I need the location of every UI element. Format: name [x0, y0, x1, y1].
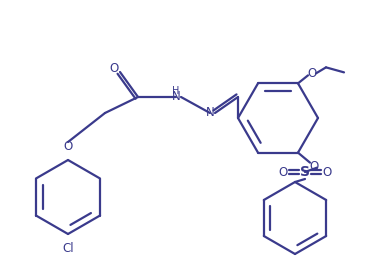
- Text: H: H: [172, 86, 180, 96]
- Text: O: O: [322, 166, 332, 178]
- Text: O: O: [307, 67, 317, 80]
- Text: N: N: [206, 106, 214, 120]
- Text: S: S: [300, 165, 310, 179]
- Text: N: N: [172, 91, 180, 103]
- Text: O: O: [309, 160, 318, 173]
- Text: Cl: Cl: [62, 241, 74, 255]
- Text: O: O: [63, 140, 73, 154]
- Text: O: O: [278, 166, 288, 178]
- Text: O: O: [109, 61, 119, 75]
